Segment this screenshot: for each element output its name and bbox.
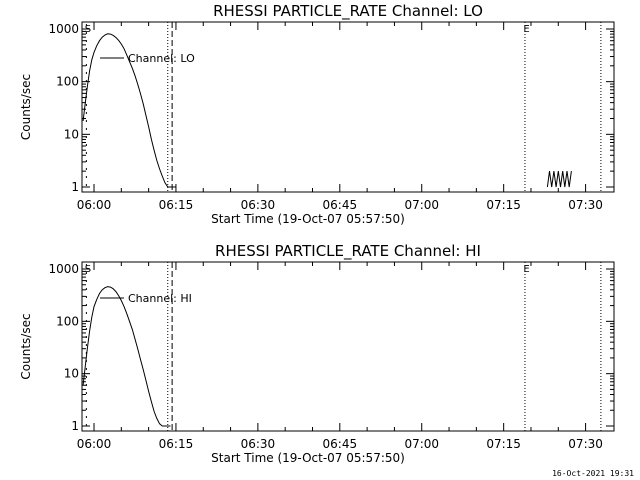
y-tick-label: 1000 bbox=[48, 22, 79, 36]
start-marker-label: S bbox=[85, 264, 91, 275]
chart-title: RHESSI PARTICLE_RATE Channel: LO bbox=[213, 2, 483, 21]
chart-panel-1: RHESSI PARTICLE_RATE Channel: HI Counts/s… bbox=[19, 242, 615, 465]
y-tick-label: 1000 bbox=[48, 262, 79, 276]
y-tick-label: 1 bbox=[71, 180, 79, 194]
series-line-lo bbox=[82, 33, 176, 188]
x-tick-label: 06:45 bbox=[323, 198, 358, 212]
x-axis-label: Start Time (19-Oct-07 05:57:50) bbox=[211, 212, 405, 226]
x-tick-label: 07:30 bbox=[568, 198, 603, 212]
y-tick-label: 1 bbox=[71, 419, 79, 433]
plot-frame bbox=[81, 21, 615, 193]
x-tick-label: 07:00 bbox=[404, 198, 439, 212]
chart-panel-0: RHESSI PARTICLE_RATE Channel: LO Counts/s… bbox=[19, 2, 615, 226]
y-tick-label: 10 bbox=[64, 127, 79, 141]
footer-timestamp: 16-Oct-2021 19:31 bbox=[552, 469, 634, 478]
y-axis-label: Counts/sec bbox=[19, 313, 33, 379]
x-tick-label: 07:15 bbox=[486, 437, 521, 451]
series-line-lo-tail bbox=[546, 171, 572, 188]
chart-title: RHESSI PARTICLE_RATE Channel: HI bbox=[215, 242, 481, 261]
y-tick-label: 10 bbox=[64, 367, 79, 381]
x-axis-label: Start Time (19-Oct-07 05:57:50) bbox=[211, 451, 405, 465]
y-tick-label: 100 bbox=[56, 75, 79, 89]
y-axis-label: Counts/sec bbox=[19, 74, 33, 140]
legend-label: Channel: LO bbox=[128, 52, 195, 65]
x-tick-label: 07:30 bbox=[568, 437, 603, 451]
series-line-hi bbox=[82, 286, 171, 427]
x-tick-label: 06:30 bbox=[241, 198, 276, 212]
legend-label: Channel: HI bbox=[128, 292, 192, 305]
x-tick-label: 06:30 bbox=[241, 437, 276, 451]
x-tick-label: 06:00 bbox=[77, 437, 112, 451]
x-tick-label: 06:00 bbox=[77, 198, 112, 212]
x-tick-label: 07:00 bbox=[404, 437, 439, 451]
x-tick-label: 06:45 bbox=[323, 437, 358, 451]
y-tick-label: 100 bbox=[56, 314, 79, 328]
x-tick-label: 06:15 bbox=[159, 198, 194, 212]
x-tick-label: 06:15 bbox=[159, 437, 194, 451]
x-tick-label: 07:15 bbox=[486, 198, 521, 212]
end-marker-label: E bbox=[523, 264, 529, 275]
end-marker-label: E bbox=[523, 24, 529, 35]
plot-frame bbox=[81, 261, 615, 432]
start-marker-label: S bbox=[85, 24, 91, 35]
